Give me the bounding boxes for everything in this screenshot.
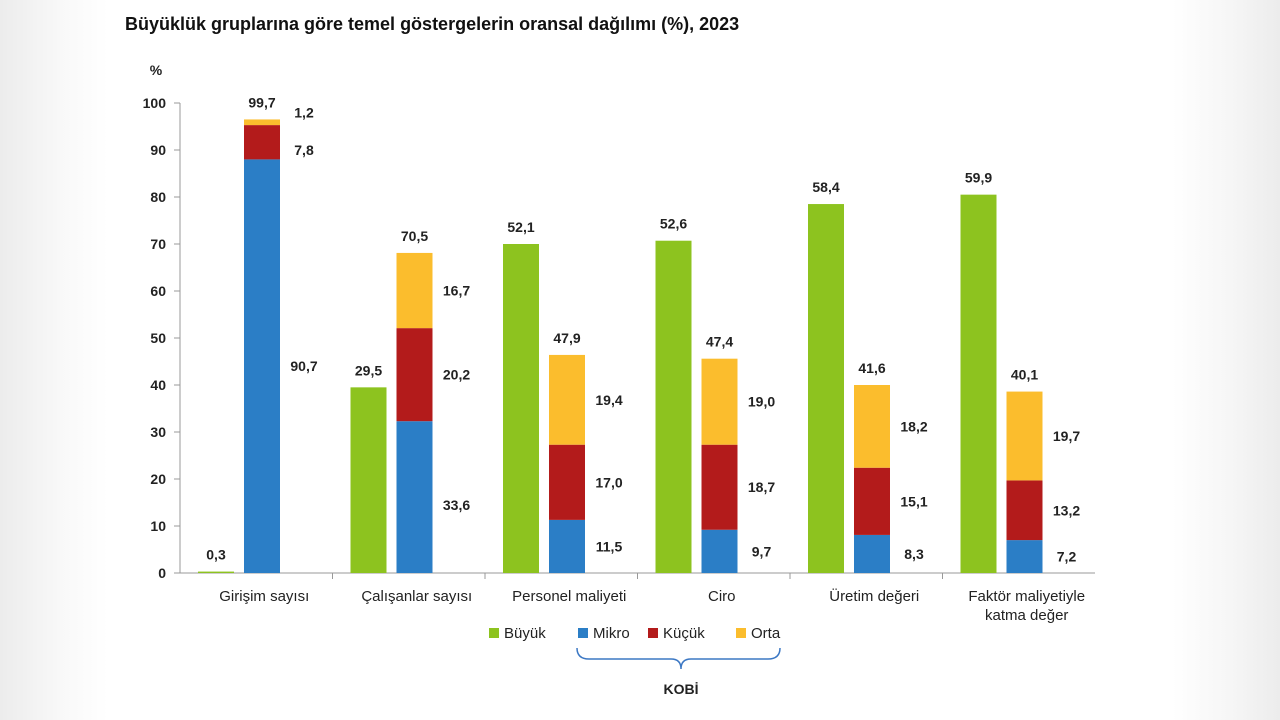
- bar-kucuk: [701, 444, 738, 530]
- bar-mikro-value-label: 7,2: [1057, 549, 1077, 565]
- bar-kobi-total-label: 47,9: [553, 330, 580, 346]
- x-category-label: Girişim sayısı: [219, 588, 309, 605]
- y-tick-label: 30: [150, 424, 166, 440]
- x-category-label: Personel maliyeti: [512, 588, 626, 605]
- bar-orta-value-label: 18,2: [900, 418, 927, 434]
- chart-title: Büyüklük gruplarına göre temel göstergel…: [125, 14, 740, 34]
- bar-buyuk: [808, 204, 844, 574]
- legend-swatch-buyuk: [489, 628, 499, 638]
- bar-mikro: [854, 534, 890, 573]
- legend-label-kucuk: Küçük: [663, 625, 705, 642]
- bar-orta-value-label: 1,2: [294, 104, 314, 120]
- bar-kucuk: [854, 467, 890, 535]
- bar-orta: [854, 385, 890, 468]
- bar-buyuk: [350, 387, 387, 573]
- x-category-label: Ciro: [708, 588, 736, 605]
- y-tick-label: 40: [150, 377, 166, 393]
- y-tick-label: 20: [150, 471, 166, 487]
- bar-buyuk-value-label: 52,6: [660, 216, 687, 232]
- bar-mikro: [1006, 540, 1043, 573]
- bar-orta-value-label: 19,4: [595, 392, 622, 408]
- legend-label-mikro: Mikro: [593, 625, 630, 642]
- bar-mikro-value-label: 8,3: [904, 546, 924, 562]
- bar-orta: [549, 354, 585, 445]
- bar-kucuk-value-label: 15,1: [900, 493, 927, 509]
- y-axis-label: %: [150, 62, 163, 78]
- bar-kucuk-value-label: 18,7: [748, 479, 775, 495]
- bar-mikro: [244, 159, 280, 573]
- bar-kucuk-value-label: 13,2: [1053, 502, 1080, 518]
- bar-buyuk: [503, 244, 539, 573]
- bar-kucuk: [244, 125, 280, 160]
- bar-buyuk: [655, 240, 692, 573]
- bar-kobi-total-label: 99,7: [248, 94, 275, 110]
- bar-kucuk-value-label: 17,0: [595, 474, 622, 490]
- bar-mikro: [549, 519, 585, 573]
- bar-orta-value-label: 19,7: [1053, 428, 1080, 444]
- bar-orta: [1006, 391, 1043, 481]
- x-category-label: Çalışanlar sayısı: [361, 588, 472, 605]
- bar-kucuk: [549, 444, 585, 520]
- y-tick-label: 70: [150, 236, 166, 252]
- bar-buyuk: [960, 194, 997, 573]
- kobi-brace: [576, 647, 781, 670]
- bar-buyuk-value-label: 29,5: [355, 362, 382, 378]
- legend-label-buyuk: Büyük: [504, 625, 546, 642]
- kobi-label: KOBİ: [664, 681, 699, 697]
- x-category-label: Faktör maliyetiyle: [968, 588, 1085, 605]
- legend-label-orta: Orta: [751, 625, 781, 642]
- bar-kucuk-value-label: 20,2: [443, 367, 470, 383]
- bar-mikro: [701, 529, 738, 573]
- bar-buyuk-value-label: 52,1: [507, 219, 534, 235]
- x-category-label: Üretim değeri: [829, 587, 919, 605]
- legend-swatch-kucuk: [648, 628, 658, 638]
- bar-orta-value-label: 16,7: [443, 283, 470, 299]
- bar-orta-value-label: 19,0: [748, 394, 775, 410]
- y-tick-label: 0: [158, 565, 166, 581]
- bar-kucuk: [1006, 480, 1043, 541]
- bar-mikro: [396, 421, 433, 573]
- bar-mikro-value-label: 90,7: [290, 358, 317, 374]
- bar-kobi-total-label: 41,6: [858, 360, 885, 376]
- bar-kucuk: [396, 328, 433, 422]
- bar-buyuk-value-label: 0,3: [206, 547, 226, 563]
- bar-kobi-total-label: 40,1: [1011, 367, 1038, 383]
- legend-swatch-orta: [736, 628, 746, 638]
- bar-buyuk: [198, 571, 234, 573]
- y-tick-label: 10: [150, 518, 166, 534]
- bar-kobi-total-label: 47,4: [706, 334, 733, 350]
- bar-kucuk-value-label: 7,8: [294, 142, 314, 158]
- bar-mikro-value-label: 11,5: [596, 538, 623, 554]
- bar-buyuk-value-label: 59,9: [965, 170, 992, 186]
- x-category-label: katma değer: [985, 607, 1068, 624]
- y-tick-label: 90: [150, 142, 166, 158]
- bar-mikro-value-label: 33,6: [443, 497, 470, 513]
- bar-orta: [396, 252, 433, 329]
- y-tick-label: 60: [150, 283, 166, 299]
- legend-swatch-mikro: [578, 628, 588, 638]
- bar-orta: [244, 119, 280, 126]
- y-tick-label: 100: [143, 95, 167, 111]
- bar-orta: [701, 358, 738, 445]
- bar-buyuk-value-label: 58,4: [812, 179, 839, 195]
- bar-kobi-total-label: 70,5: [401, 228, 428, 244]
- y-tick-label: 50: [150, 330, 166, 346]
- bar-mikro-value-label: 9,7: [752, 543, 772, 559]
- y-tick-label: 80: [150, 189, 166, 205]
